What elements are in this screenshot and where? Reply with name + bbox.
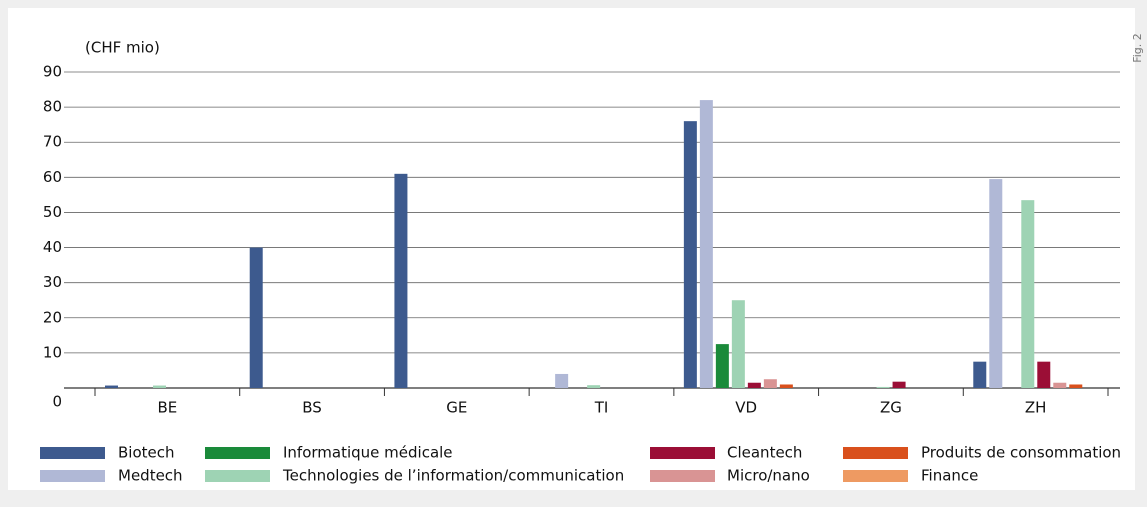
legend-label: Produits de consommation <box>921 444 1121 462</box>
y-tick-label: 80 <box>43 98 62 116</box>
y-tick-label: 10 <box>43 343 62 361</box>
legend-swatch <box>205 447 270 459</box>
bar <box>731 300 745 388</box>
bar <box>892 381 906 388</box>
bar <box>1053 382 1067 388</box>
legend-label: Informatique médicale <box>283 444 453 462</box>
bar <box>747 382 761 388</box>
legend-swatch <box>843 470 908 482</box>
legend-swatch <box>205 470 270 482</box>
legend-label: Medtech <box>118 467 183 485</box>
bar <box>105 385 118 388</box>
bar <box>1021 200 1035 388</box>
y-tick-label: 30 <box>43 273 62 291</box>
bar <box>699 100 713 388</box>
y-axis-label: (CHF mio) <box>85 39 160 57</box>
x-tick-label: TI <box>594 399 609 417</box>
legend-swatch <box>650 470 715 482</box>
bar <box>394 173 408 388</box>
x-tick-label: VD <box>735 399 757 417</box>
y-tick-label: 50 <box>43 203 62 221</box>
x-tick-label: BE <box>157 399 177 417</box>
legend-swatch <box>40 470 105 482</box>
y-tick-label: 20 <box>43 308 62 326</box>
bar <box>715 344 729 388</box>
bar <box>683 121 697 389</box>
legend-label: Micro/nano <box>727 467 810 485</box>
fig-label: Fig. 2 <box>1131 33 1144 63</box>
legend-label: Cleantech <box>727 444 802 462</box>
bar <box>555 373 569 388</box>
y-tick-label: 0 <box>52 393 62 411</box>
y-tick-label: 60 <box>43 168 62 186</box>
y-tick-label: 90 <box>43 63 62 81</box>
bar <box>153 385 166 388</box>
legend-swatch <box>650 447 715 459</box>
y-tick-label: 70 <box>43 133 62 151</box>
bar <box>1037 361 1051 388</box>
bar <box>763 379 777 388</box>
legend-swatch <box>40 447 105 459</box>
x-tick-label: BS <box>302 399 322 417</box>
legend-label: Biotech <box>118 444 175 462</box>
bar <box>587 385 601 388</box>
x-tick-label: ZG <box>880 399 902 417</box>
bar <box>1069 384 1083 388</box>
legend-swatch <box>843 447 908 459</box>
bar <box>876 386 890 388</box>
x-tick-label: ZH <box>1025 399 1047 417</box>
panel <box>8 8 1135 490</box>
y-tick-label: 40 <box>43 238 62 256</box>
bar <box>989 179 1003 388</box>
bar <box>779 384 793 388</box>
bar <box>973 361 987 388</box>
bar <box>249 247 263 388</box>
legend-label: Finance <box>921 467 978 485</box>
legend-label: Technologies de l’information/communicat… <box>282 467 624 485</box>
x-tick-label: GE <box>446 399 467 417</box>
